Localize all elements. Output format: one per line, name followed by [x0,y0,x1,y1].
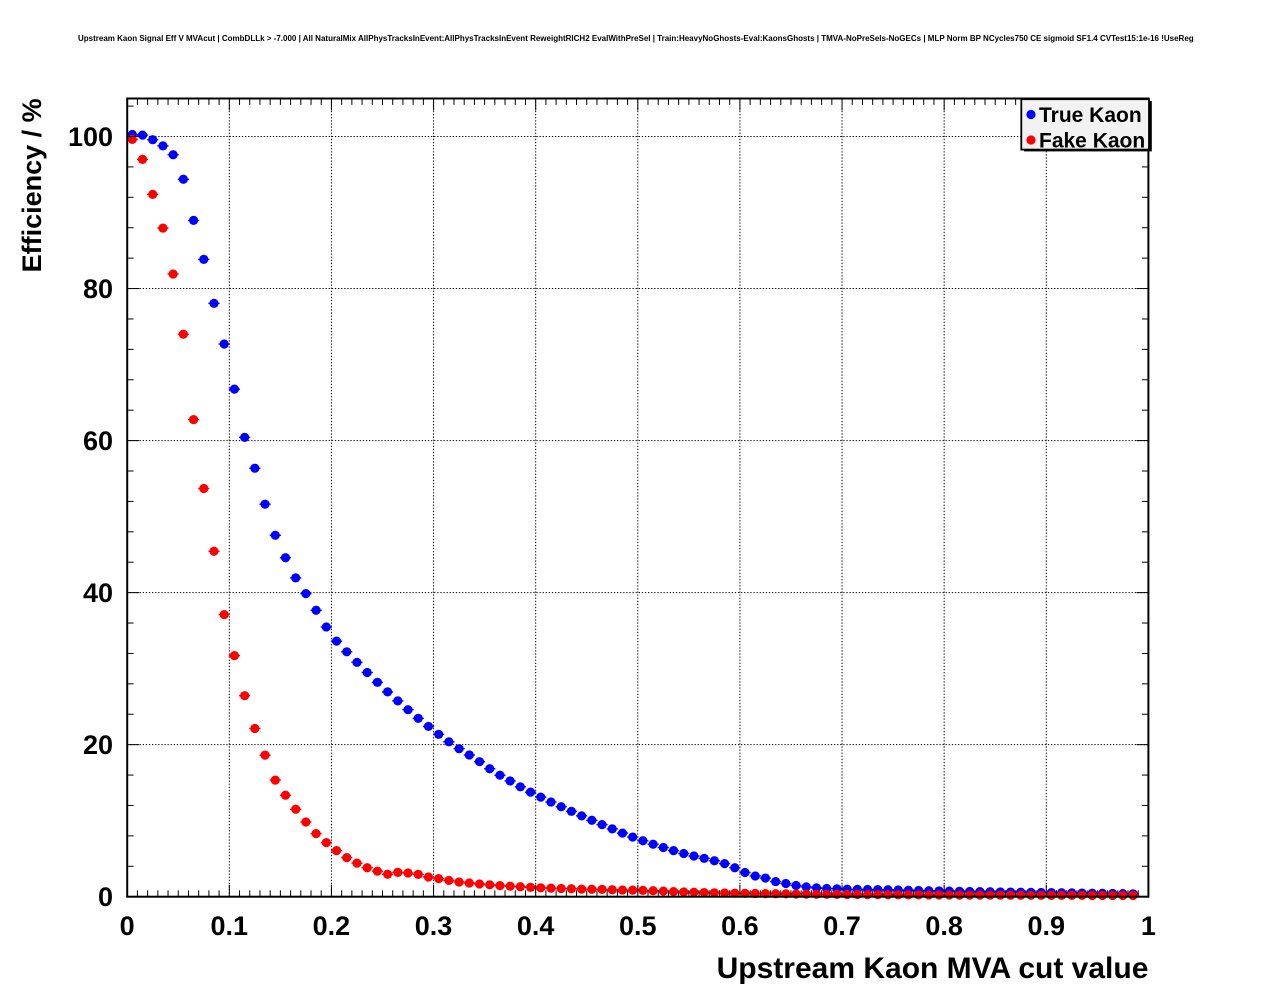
svg-text:0.5: 0.5 [619,911,657,941]
svg-text:0.2: 0.2 [313,911,351,941]
svg-text:Efficiency / %: Efficiency / % [17,98,47,272]
svg-text:0: 0 [98,882,113,912]
svg-text:1: 1 [1141,911,1156,941]
svg-text:Upstream Kaon MVA cut value: Upstream Kaon MVA cut value [717,952,1149,985]
svg-text:Fake Kaon: Fake Kaon [1039,130,1145,153]
svg-text:20: 20 [83,730,113,760]
svg-text:0: 0 [120,911,135,941]
svg-text:0.3: 0.3 [415,911,453,941]
svg-text:0.7: 0.7 [823,911,861,941]
svg-text:0.6: 0.6 [721,911,759,941]
svg-text:0.8: 0.8 [925,911,963,941]
svg-text:80: 80 [83,274,113,304]
svg-text:100: 100 [68,122,113,152]
svg-text:0.9: 0.9 [1028,911,1066,941]
svg-text:True Kaon: True Kaon [1039,104,1142,127]
svg-text:0.4: 0.4 [517,911,555,941]
svg-text:0.1: 0.1 [211,911,249,941]
svg-text:Upstream Kaon Signal Eff V MVA: Upstream Kaon Signal Eff V MVAcut | Comb… [78,34,1194,43]
svg-text:60: 60 [83,426,113,456]
svg-text:40: 40 [83,578,113,608]
